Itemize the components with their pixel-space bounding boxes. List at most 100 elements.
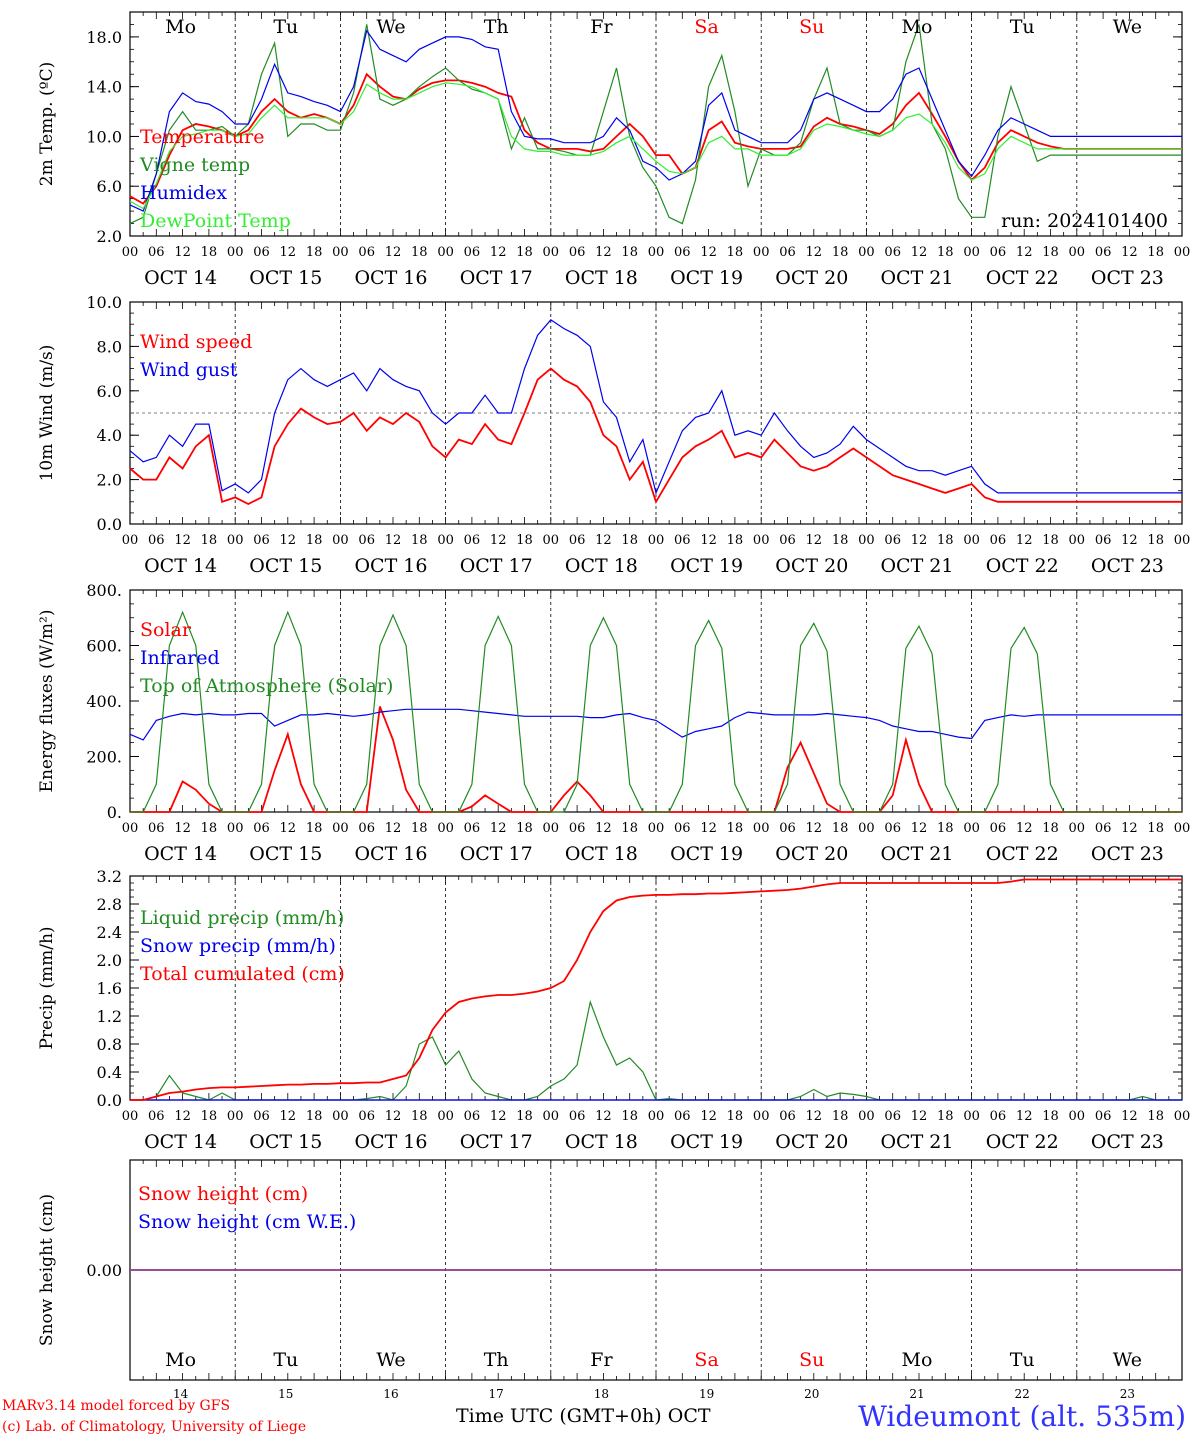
y-tick-label: 200. [86, 748, 122, 767]
y-tick-label: 1.6 [97, 979, 122, 998]
hour-label: 06 [464, 533, 481, 548]
date-label: OCT 21 [880, 843, 953, 865]
date-label: OCT 22 [986, 1131, 1059, 1153]
date-label: OCT 23 [1091, 1131, 1164, 1153]
y-axis-label: Snow height (cm) [37, 1194, 57, 1346]
hour-label: 00 [648, 821, 665, 836]
weekday-label: Sa [694, 1349, 718, 1371]
date-label: OCT 21 [880, 555, 953, 577]
y-axis-label: 10m Wind (m/s) [37, 345, 57, 482]
weekday-label: We [376, 16, 405, 38]
date-label: OCT 16 [354, 555, 427, 577]
legend-entry: Wind gust [140, 359, 238, 381]
hour-label: 12 [490, 245, 507, 260]
hour-label: 18 [937, 245, 954, 260]
hour-label: 06 [569, 533, 586, 548]
hour-label: 18 [1147, 245, 1164, 260]
series-line-3 [130, 610, 1182, 813]
hour-label: 18 [832, 821, 849, 836]
date-label: OCT 22 [986, 843, 1059, 865]
hour-label: 12 [806, 533, 823, 548]
hour-label: 00 [648, 245, 665, 260]
hour-label: 00 [122, 821, 139, 836]
hour-label: 12 [1121, 245, 1138, 260]
weekday-label: Tu [273, 1349, 298, 1371]
hour-label: 00 [122, 1109, 139, 1124]
run-annotation: run: 2024101400 [1001, 210, 1168, 232]
date-label: OCT 14 [144, 1131, 217, 1153]
hour-label: 06 [779, 245, 796, 260]
hour-label: 18 [306, 1109, 323, 1124]
date-label: OCT 14 [144, 267, 217, 289]
date-label: OCT 18 [565, 843, 638, 865]
weekday-label: Sa [694, 16, 718, 38]
series-line-2 [129, 708, 1182, 741]
date-label: OCT 15 [249, 267, 322, 289]
hour-label: 12 [1121, 1109, 1138, 1124]
date-label: OCT 15 [249, 1131, 322, 1153]
hour-label: 12 [385, 533, 402, 548]
hour-label: 06 [148, 245, 165, 260]
y-tick-label: 2.8 [97, 895, 122, 914]
panel-2 [129, 301, 1183, 525]
y-tick-label: 10.0 [86, 127, 122, 146]
hour-label: 12 [280, 821, 297, 836]
day-number-label: 19 [699, 1387, 714, 1401]
hour-label: 06 [884, 533, 901, 548]
series-line-2 [129, 24, 1182, 225]
hour-label: 00 [543, 245, 560, 260]
weekday-label: Th [484, 1349, 509, 1371]
y-tick-label: 2.0 [97, 951, 122, 970]
date-label: OCT 19 [670, 843, 743, 865]
hour-label: 06 [990, 245, 1007, 260]
hour-label: 12 [595, 245, 612, 260]
y-tick-label: 3.2 [97, 867, 122, 886]
y-tick-label: 0.00 [86, 1261, 122, 1280]
hour-label: 06 [779, 821, 796, 836]
hour-label: 00 [858, 821, 875, 836]
hour-label: 06 [884, 245, 901, 260]
hour-label: 06 [674, 821, 691, 836]
lab-credit: (c) Lab. of Climatology, University of L… [2, 1419, 307, 1435]
hour-label: 00 [963, 245, 980, 260]
hour-label: 00 [963, 821, 980, 836]
legend-entry: Vigne temp [139, 154, 250, 176]
series-line-1 [129, 72, 1182, 205]
panel-4 [129, 875, 1183, 1101]
hour-label: 06 [779, 533, 796, 548]
hour-label: 12 [911, 1109, 928, 1124]
hour-label: 18 [621, 821, 638, 836]
hour-label: 18 [201, 1109, 218, 1124]
hour-label: 00 [332, 245, 349, 260]
date-label: OCT 18 [565, 267, 638, 289]
hour-label: 06 [884, 1109, 901, 1124]
hour-label: 12 [1016, 245, 1033, 260]
date-label: OCT 14 [144, 843, 217, 865]
date-label: OCT 17 [460, 1131, 533, 1153]
hour-label: 18 [516, 245, 533, 260]
hour-label: 06 [1095, 1109, 1112, 1124]
date-label: OCT 22 [986, 267, 1059, 289]
hour-label: 00 [963, 533, 980, 548]
legend-entry: Snow precip (mm/h) [140, 935, 336, 957]
hour-label: 06 [148, 533, 165, 548]
legend-entry: Top of Atmosphere (Solar) [140, 675, 393, 697]
weekday-label: Mo [165, 16, 196, 38]
hour-label: 00 [437, 533, 454, 548]
hour-label: 00 [858, 245, 875, 260]
hour-label: 06 [569, 821, 586, 836]
date-label: OCT 21 [880, 1131, 953, 1153]
hour-label: 00 [543, 821, 560, 836]
date-label: OCT 17 [460, 843, 533, 865]
hour-label: 06 [464, 1109, 481, 1124]
hour-label: 18 [621, 1109, 638, 1124]
weekday-label: Fr [590, 16, 613, 38]
hour-label: 12 [280, 245, 297, 260]
weekday-label: We [1113, 16, 1142, 38]
hour-label: 18 [1042, 533, 1059, 548]
hour-label: 00 [1174, 821, 1191, 836]
hour-label: 00 [437, 1109, 454, 1124]
hour-label: 06 [148, 821, 165, 836]
hour-label: 06 [674, 1109, 691, 1124]
